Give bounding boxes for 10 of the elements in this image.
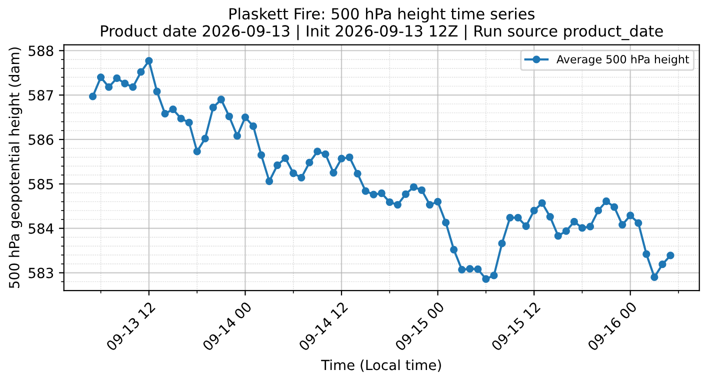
- y-tick-label: 586: [28, 134, 54, 145]
- y-tick-label: 588: [28, 46, 54, 56]
- chart-title: Plaskett Fire: 500 hPa height time series Product date 2026-09-13 | Init 2026-09-13 12Z | Run source product_date: [101, 8, 663, 40]
- x-axis-title: Time (Local time): [321, 359, 441, 372]
- legend-label: Average 500 hPa height: [556, 54, 690, 66]
- y-tick-label: 583: [28, 268, 54, 278]
- y-axis-title: 500 hPa geopotential height (dam): [8, 47, 22, 288]
- y-tick-label: 585: [28, 178, 53, 190]
- y-tick-label: 584: [28, 223, 54, 234]
- y-tick-label: 587: [28, 90, 53, 101]
